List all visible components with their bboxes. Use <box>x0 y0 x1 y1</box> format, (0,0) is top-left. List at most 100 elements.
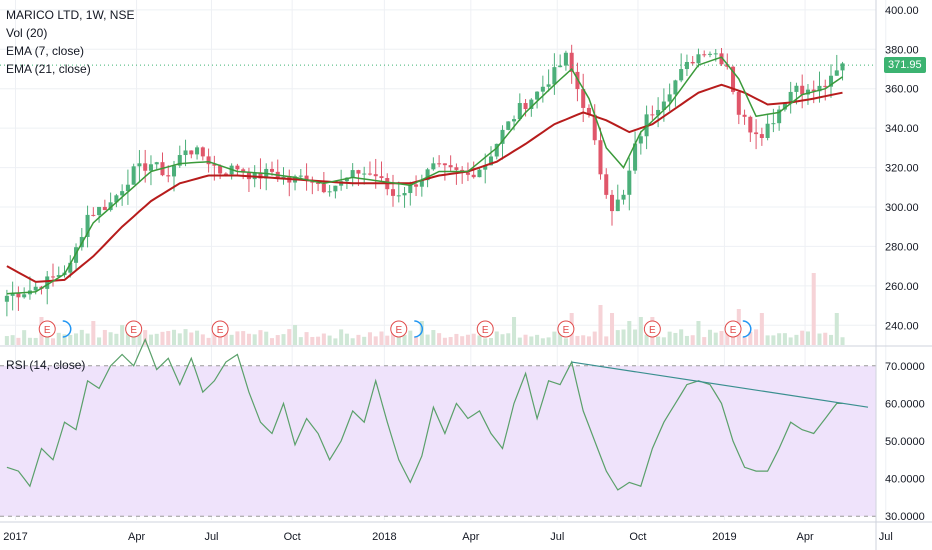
volume-bar <box>125 332 130 345</box>
rsi-tick-label: 50.0000 <box>885 436 925 448</box>
volume-bar <box>143 330 148 345</box>
volume-bar <box>241 331 246 345</box>
symbol-label: MARICO LTD, 1W, NSE <box>6 8 135 22</box>
volume-bar <box>771 335 776 345</box>
earnings-marker <box>724 320 742 338</box>
volume-label: Vol (20) <box>6 26 48 40</box>
volume-bar <box>707 329 713 345</box>
candle-body <box>258 172 263 179</box>
candle-body <box>782 103 787 110</box>
candle-body <box>114 195 119 203</box>
volume-bar <box>108 332 113 345</box>
candle-body <box>183 150 188 156</box>
candle-body <box>316 182 321 184</box>
price-tick-label: 340.00 <box>885 123 919 135</box>
candle-body <box>604 174 609 195</box>
volume-bar <box>794 334 799 345</box>
volume-bar <box>684 335 689 345</box>
earnings-marker-label: E <box>730 325 737 336</box>
candle-body <box>794 85 799 92</box>
volume-bar <box>823 332 828 345</box>
volume-bar <box>431 330 436 345</box>
price-tick-label: 260.00 <box>885 281 919 293</box>
dividend-marker <box>62 320 72 338</box>
rsi-trendline <box>571 361 869 408</box>
candle-body <box>500 129 505 144</box>
volume-bar <box>546 337 551 345</box>
volume-bar <box>702 337 707 345</box>
volume-bar <box>834 313 839 345</box>
volume-bar <box>390 329 396 345</box>
candle-body <box>212 164 217 166</box>
rsi-label: RSI (14, close) <box>6 358 86 372</box>
candle-body <box>16 293 21 298</box>
volume-bar <box>246 333 251 345</box>
volume-bar <box>679 329 684 345</box>
candle-body <box>414 184 419 187</box>
candle-body <box>206 156 211 165</box>
candle-body <box>437 163 442 165</box>
volume-bar <box>4 336 9 345</box>
volume-bar <box>281 334 286 345</box>
volume-bar <box>293 325 298 345</box>
volume-bar <box>840 337 845 345</box>
volume-bar <box>177 333 182 345</box>
volume-bar <box>287 329 292 345</box>
volume-bar <box>33 337 38 345</box>
candle-body <box>736 91 741 115</box>
time-tick-label: Oct <box>284 531 301 543</box>
time-tick-label: Apr <box>128 531 145 543</box>
earnings-marker <box>557 320 575 338</box>
volume-bar <box>45 335 50 345</box>
candle-body <box>189 150 194 155</box>
volume-bar <box>598 305 603 345</box>
candle-body <box>713 53 718 55</box>
volume-bar <box>805 331 810 345</box>
volume-bar <box>442 337 447 345</box>
candle-body <box>373 174 378 177</box>
volume-bar <box>362 336 367 345</box>
candle-body <box>10 293 15 296</box>
earnings-marker-label: E <box>649 325 656 336</box>
candle-body <box>85 214 90 237</box>
volume-bar <box>477 335 482 345</box>
volume-bar <box>154 333 159 345</box>
volume-bar <box>235 331 240 345</box>
earnings-marker-label: E <box>563 325 570 336</box>
volume-bar <box>206 337 211 345</box>
price-tick-label: 400.00 <box>885 5 919 17</box>
volume-bar <box>137 329 142 345</box>
volume-bar <box>10 335 15 345</box>
volume-bar <box>114 333 119 345</box>
volume-bar <box>68 334 73 345</box>
candle-body <box>367 173 372 175</box>
volume-bar <box>408 330 413 345</box>
candle-body <box>102 206 107 211</box>
volume-bar <box>321 333 326 345</box>
volume-bar <box>166 331 171 345</box>
time-tick-label: 2018 <box>372 531 396 543</box>
volume-bar <box>638 317 643 345</box>
volume-bar <box>483 338 488 345</box>
volume-bar <box>425 334 430 345</box>
main-legend: MARICO LTD, 1W, NSE Vol (20) EMA (7, clo… <box>6 6 134 78</box>
volume-bar <box>644 334 649 345</box>
volume-bar <box>223 332 228 345</box>
candle-body <box>742 114 747 117</box>
candle-body <box>840 63 845 71</box>
volume-bar <box>97 337 102 345</box>
candle-body <box>506 121 511 130</box>
volume-bar <box>811 273 816 345</box>
price-axis: 400.00 380.00 360.00 340.00 320.00 300.00 280.… <box>885 5 919 332</box>
ema7-label: EMA (7, close) <box>6 44 85 58</box>
volume-bar <box>535 334 540 345</box>
time-tick-label: 2017 <box>3 531 27 543</box>
candle-body <box>281 176 286 178</box>
volume-bar <box>540 338 545 345</box>
candle-body <box>408 184 413 194</box>
candle-body <box>494 143 499 157</box>
candle-body <box>800 85 805 95</box>
volume-bar <box>633 329 638 345</box>
